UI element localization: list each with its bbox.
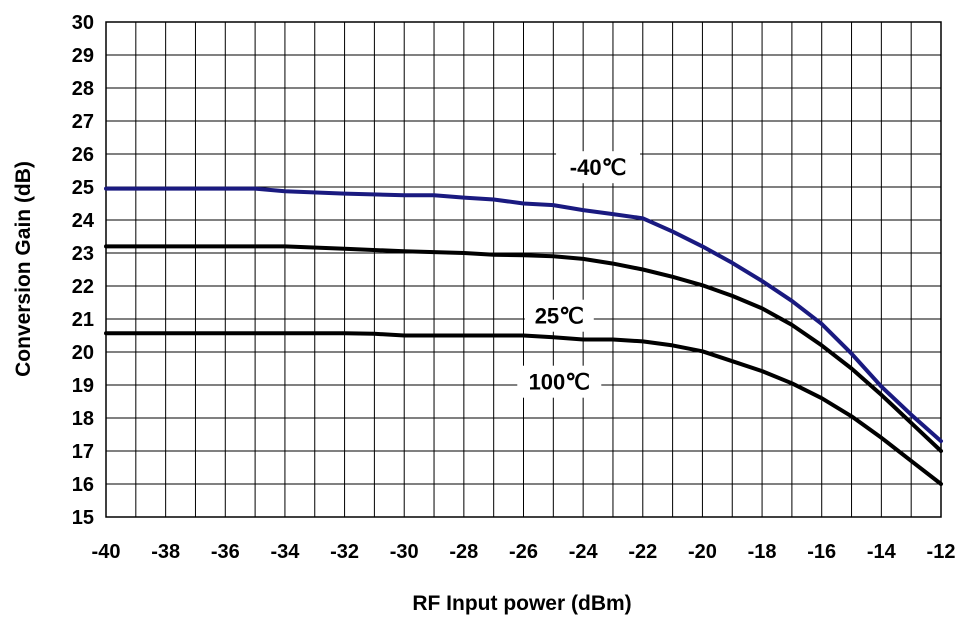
series-label-text: 100℃ [529, 370, 590, 395]
x-tick-label: -14 [867, 541, 897, 563]
x-tick-label: -18 [748, 541, 777, 563]
y-tick-label: 24 [72, 210, 95, 232]
x-tick-label: -24 [569, 541, 599, 563]
y-tick-label: 20 [72, 342, 94, 364]
x-tick-label: -32 [330, 541, 359, 563]
y-tick-label: 27 [72, 111, 94, 133]
y-tick-label: 22 [72, 276, 94, 298]
y-tick-label: 17 [72, 441, 94, 463]
plot-frame [105, 21, 942, 518]
x-axis-title: RF Input power (dBm) [412, 592, 631, 615]
y-tick-label: 28 [72, 78, 94, 100]
series-label-2: 100℃ [517, 365, 602, 398]
series-label-text: 25℃ [535, 304, 584, 329]
series-layer [104, 186, 943, 486]
x-tick-label: -36 [211, 541, 240, 563]
series-line-0 [104, 186, 943, 444]
series-label-background [556, 151, 641, 184]
x-tick-label: -26 [509, 541, 538, 563]
x-tick-label: -20 [688, 541, 717, 563]
y-tick-label: 21 [72, 309, 94, 331]
series-line-1 [104, 244, 943, 453]
x-tick-label: -22 [628, 541, 657, 563]
x-tick-label: -12 [927, 541, 956, 563]
y-tick-label: 30 [72, 12, 94, 34]
series-label-text: -40℃ [570, 155, 627, 180]
series-label-background [517, 365, 602, 398]
x-tick-label: -30 [390, 541, 419, 563]
grid [105, 21, 942, 518]
annotation-layer: -40℃ 25℃ 100℃ [517, 151, 641, 398]
y-tick-label: 18 [72, 408, 94, 430]
x-tick-label: -16 [807, 541, 836, 563]
y-tick-label: 16 [72, 474, 94, 496]
x-tick-label: -38 [151, 541, 180, 563]
y-tick-label: 25 [72, 177, 94, 199]
series-label-0: -40℃ [556, 151, 641, 184]
y-tick-label: 26 [72, 144, 94, 166]
y-tick-label: 23 [72, 243, 94, 265]
x-tick-label: -40 [92, 541, 121, 563]
y-tick-label: 29 [72, 45, 94, 67]
series-label-1: 25℃ [524, 299, 594, 332]
y-axis-title: Conversion Gain (dB) [12, 161, 35, 377]
y-tick-label: 19 [72, 375, 94, 397]
tick-labels: -40 -38 -36 -34 -32 -30 -28 -26 -24 -22 -20 -18 -16 -… [72, 12, 956, 563]
series-line-2 [104, 331, 943, 486]
series-label-background [524, 299, 594, 332]
y-tick-label: 15 [72, 507, 94, 529]
x-tick-label: -34 [270, 541, 300, 563]
x-tick-label: -28 [449, 541, 478, 563]
